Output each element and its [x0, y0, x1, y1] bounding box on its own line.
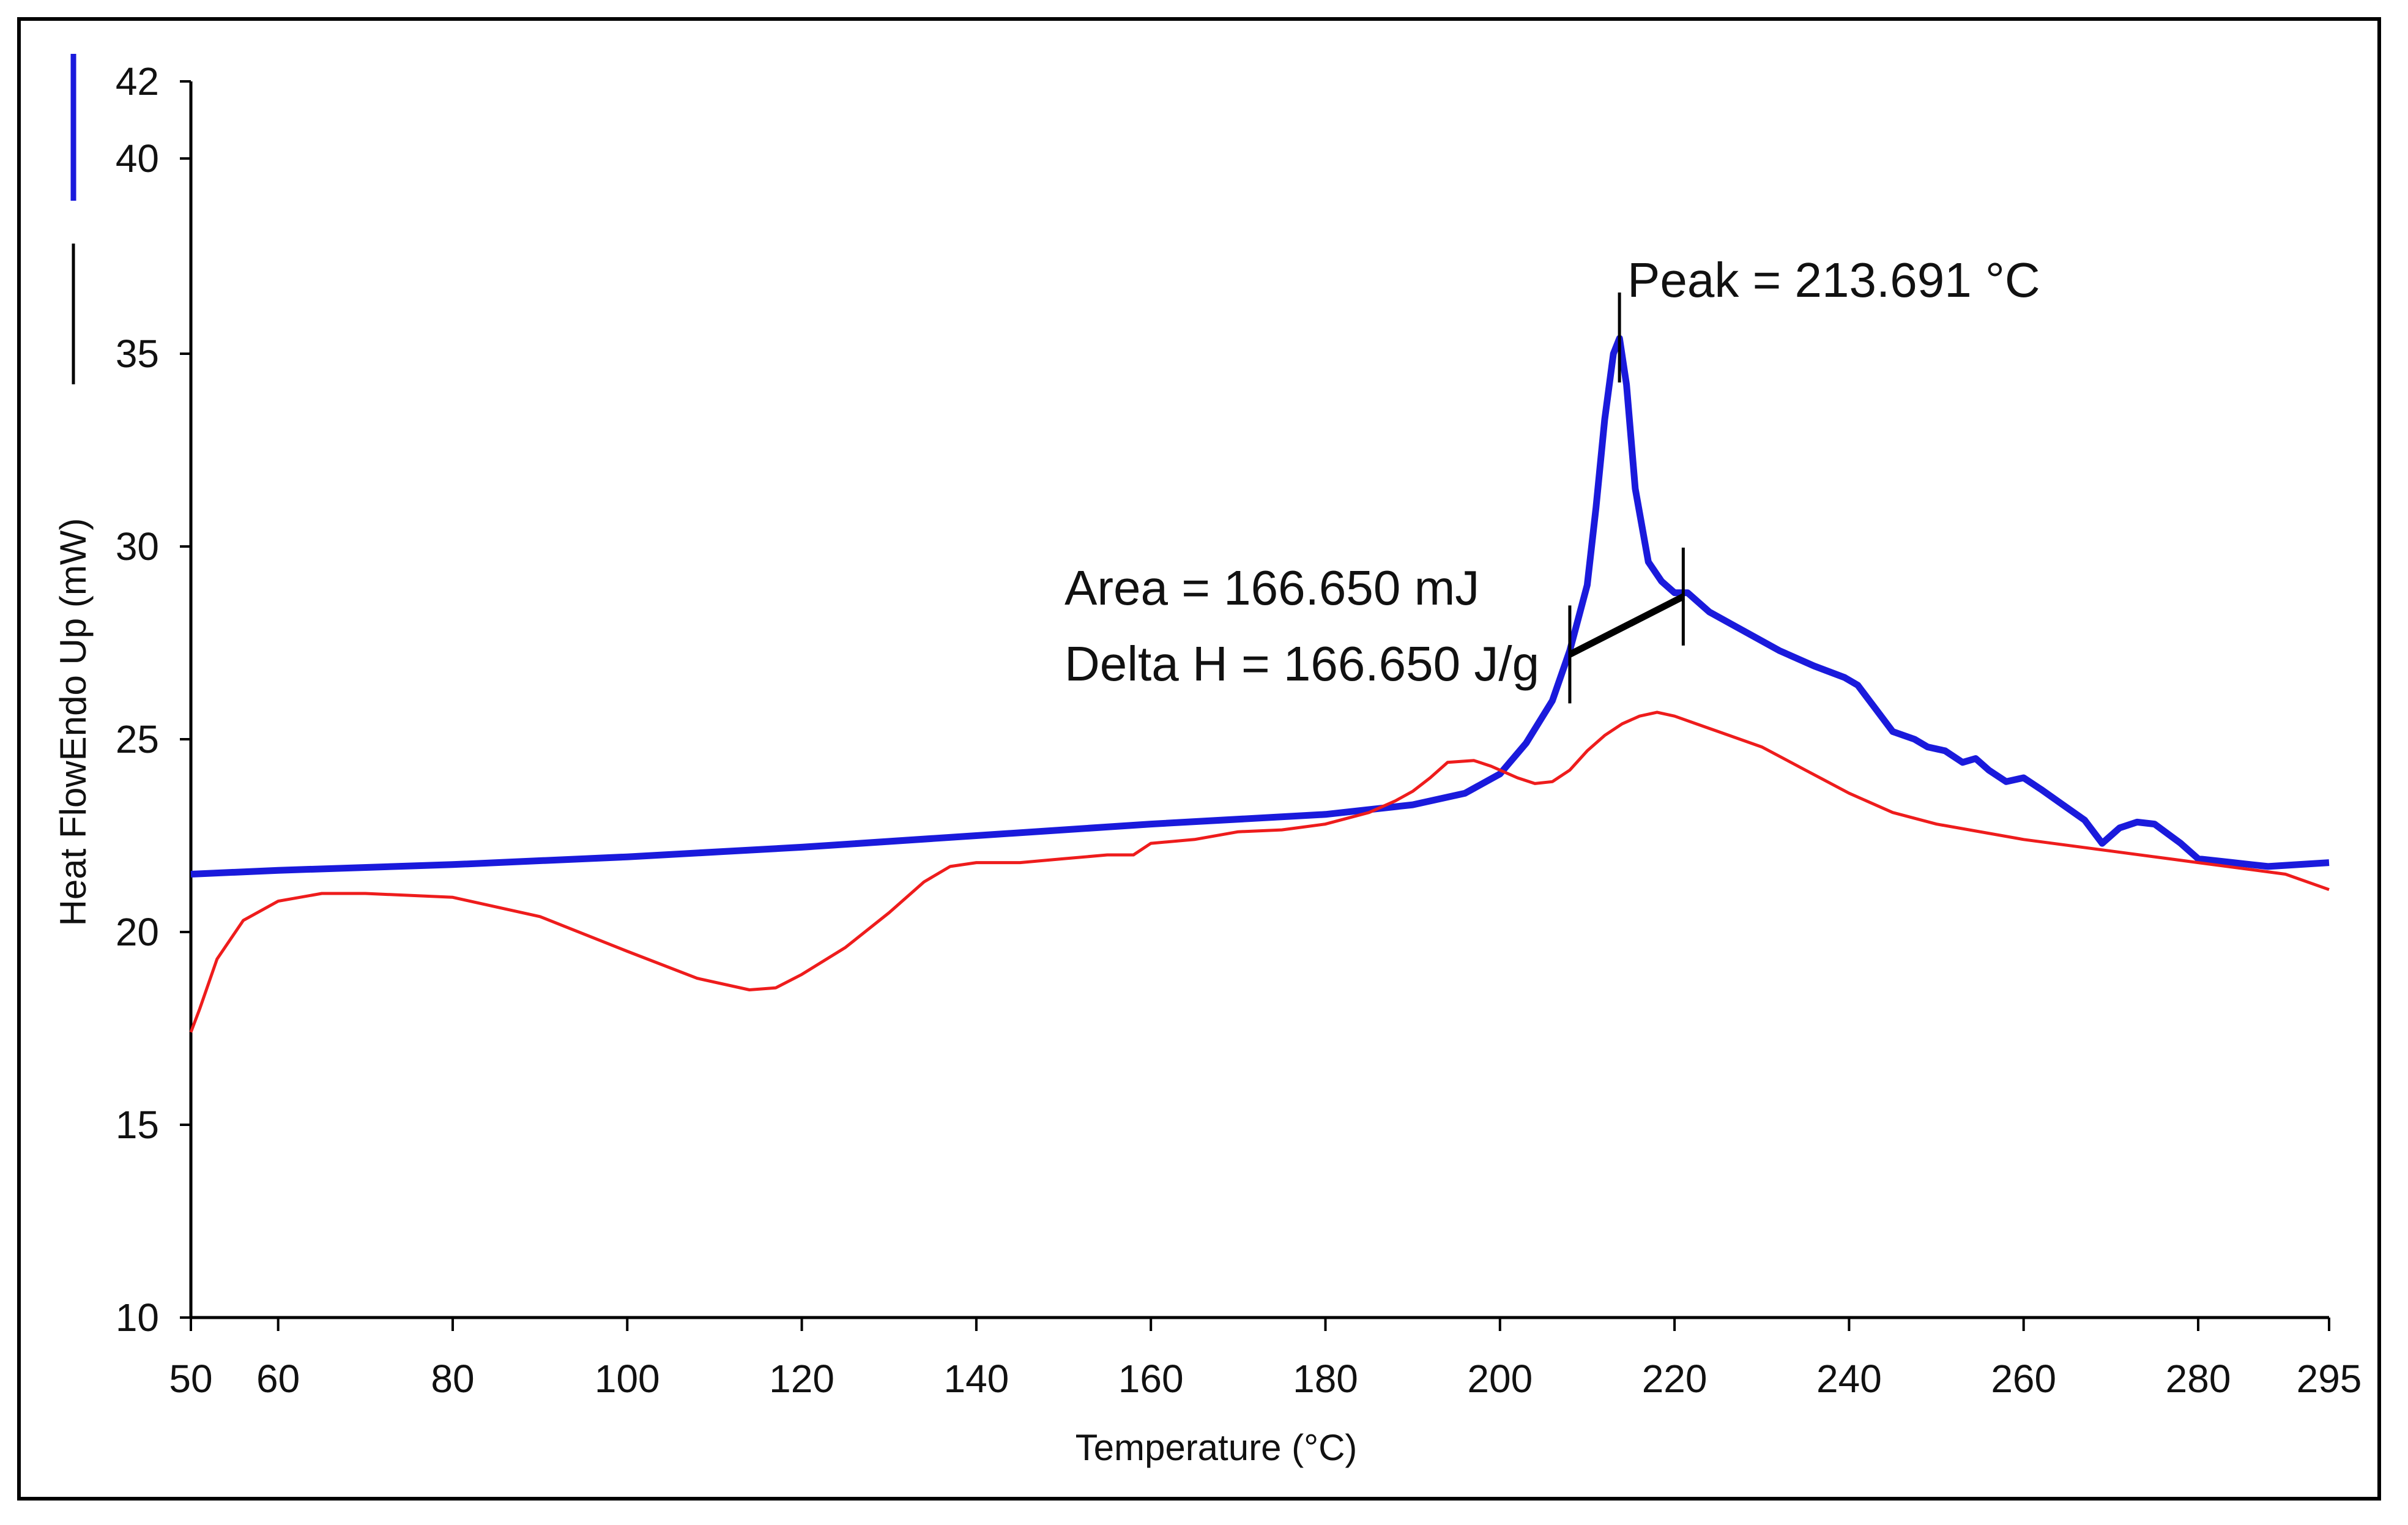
- y-tick-label-40: 40: [116, 136, 159, 181]
- y-tick-label-20: 20: [116, 910, 159, 954]
- axes: [70, 54, 2329, 1319]
- x-tick-label-200: 200: [1467, 1357, 1533, 1401]
- integration-baseline: [1568, 593, 1685, 658]
- y-tick-label-25: 25: [116, 717, 159, 761]
- x-tick-label-80: 80: [431, 1357, 474, 1401]
- annotation-layer: [1568, 293, 1685, 704]
- y-tick-label-15: 15: [116, 1103, 159, 1147]
- x-tick-label-180: 180: [1293, 1357, 1358, 1401]
- x-tick-label-60: 60: [256, 1357, 300, 1401]
- x-tick-label-260: 260: [1991, 1357, 2056, 1401]
- x-tick-label-240: 240: [1816, 1357, 1882, 1401]
- series-layer: [189, 335, 2330, 1033]
- y-tick-label-42: 42: [116, 59, 159, 103]
- x-tick-label-295: 295: [2297, 1357, 2362, 1401]
- chart-frame: [17, 17, 2381, 1501]
- x-tick-label-140: 140: [943, 1357, 1009, 1401]
- delta-h-label: Delta H = 166.650 J/g: [1065, 636, 1539, 691]
- y-axis-title: Heat FlowEndo Up (mW): [53, 518, 94, 927]
- tick-labels: 10 15 20 25 30 35 40 42 50 60 80 100 120 140 160 180 200…: [116, 59, 2362, 1401]
- series-red-line: [189, 710, 2330, 1033]
- x-axis-title: Temperature (°C): [1076, 1427, 1358, 1468]
- x-tick-label-100: 100: [595, 1357, 660, 1401]
- x-tick-label-220: 220: [1642, 1357, 1708, 1401]
- y-tick-label-35: 35: [116, 332, 159, 376]
- x-tick-label-50: 50: [169, 1357, 212, 1401]
- area-label: Area = 166.650 mJ: [1065, 561, 1479, 615]
- x-tick-label-120: 120: [769, 1357, 834, 1401]
- x-tick-label-280: 280: [2166, 1357, 2231, 1401]
- x-tick-label-160: 160: [1118, 1357, 1184, 1401]
- y-tick-label-10: 10: [116, 1296, 159, 1340]
- tick-marks: [180, 80, 2330, 1331]
- series-blue-line: [190, 335, 2330, 878]
- y-tick-label-30: 30: [116, 524, 159, 569]
- peak-label: Peak = 213.691 °C: [1627, 253, 2040, 307]
